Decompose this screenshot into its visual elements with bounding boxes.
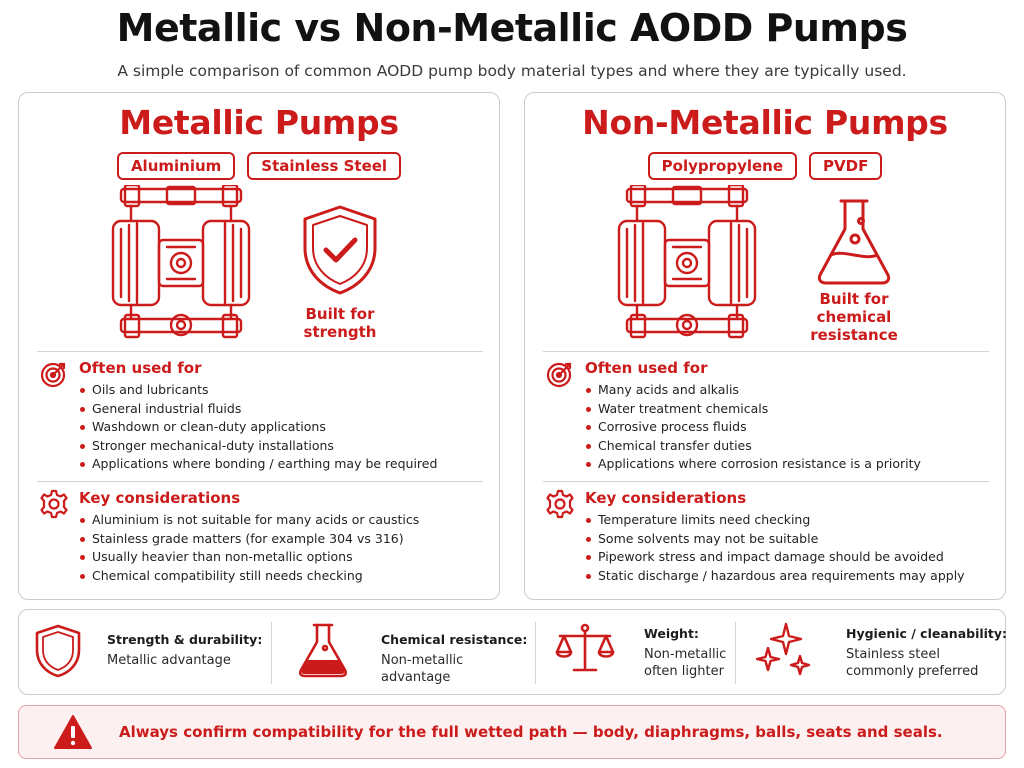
sparkle-icon <box>756 622 811 676</box>
separator <box>735 622 736 684</box>
list-item: General industrial fluids <box>79 400 437 419</box>
summary-hygienic: Hygienic / cleanability: Stainless steel… <box>736 610 1008 696</box>
target-icon <box>40 362 66 388</box>
summary-strip: Strength & durability: Metallic advantag… <box>18 609 1008 696</box>
gear-icon <box>40 489 68 519</box>
list-item: Chemical transfer duties <box>585 437 921 456</box>
list-item: Chemical compatibility still needs check… <box>79 567 419 586</box>
scale-icon <box>555 623 615 672</box>
summary-title: Hygienic / cleanability: <box>846 626 1008 641</box>
nonmetallic-panel: Non-Metallic Pumps Polypropylene PVDF Bu… <box>524 92 1006 600</box>
considerations-title: Key considerations <box>585 489 747 507</box>
used-for-title: Often used for <box>585 359 708 377</box>
metallic-side-caption: Built for strength <box>303 305 377 341</box>
list-item: Water treatment chemicals <box>585 400 921 419</box>
chip-polypropylene: Polypropylene <box>647 152 798 180</box>
metallic-panel: Metallic Pumps Aluminium Stainless Steel… <box>18 92 500 600</box>
nonmetallic-side-caption: Built for chemical resistance <box>810 290 898 344</box>
gear-icon <box>546 489 574 519</box>
considerations-list: Temperature limits need checking Some so… <box>585 511 965 585</box>
list-item: Applications where bonding / earthing ma… <box>79 455 437 474</box>
list-item: Oils and lubricants <box>79 381 437 400</box>
shield-icon <box>35 624 81 678</box>
summary-text: Non-metallic advantage <box>381 653 464 685</box>
nonmetallic-chips: Polypropylene PVDF <box>525 152 1005 180</box>
list-item: Pipework stress and impact damage should… <box>585 548 965 567</box>
summary-text: Non-metallic often lighter <box>644 647 727 679</box>
list-item: Stronger mechanical-duty installations <box>79 437 437 456</box>
beaker-icon <box>298 623 348 678</box>
chip-stainless-steel: Stainless Steel <box>247 152 402 180</box>
summary-text: Metallic advantage <box>107 653 231 668</box>
divider <box>543 481 989 482</box>
list-item: Temperature limits need checking <box>585 511 965 530</box>
list-item: Washdown or clean-duty applications <box>79 418 437 437</box>
warning-icon <box>54 715 92 749</box>
list-item: Usually heavier than non-metallic option… <box>79 548 419 567</box>
list-item: Applications where corrosion resistance … <box>585 455 921 474</box>
compatibility-alert: Always confirm compatibility for the ful… <box>18 705 1006 759</box>
nonmetallic-title: Non-Metallic Pumps <box>582 103 948 142</box>
chip-aluminium: Aluminium <box>116 152 236 180</box>
used-for-list: Oils and lubricants General industrial f… <box>79 381 437 474</box>
used-for-list: Many acids and alkalis Water treatment c… <box>585 381 921 474</box>
summary-title: Chemical resistance: <box>381 632 528 647</box>
list-item: Many acids and alkalis <box>585 381 921 400</box>
list-item: Static discharge / hazardous area requir… <box>585 567 965 586</box>
considerations-title: Key considerations <box>79 489 241 507</box>
summary-title: Strength & durability: <box>107 632 263 647</box>
divider <box>37 351 483 352</box>
metallic-title: Metallic Pumps <box>119 103 399 142</box>
aodd-pump-icon <box>111 185 251 339</box>
page-title: Metallic vs Non-Metallic AODD Pumps <box>116 6 908 50</box>
page-subtitle: A simple comparison of common AODD pump … <box>117 62 907 80</box>
metallic-chips: Aluminium Stainless Steel <box>19 152 499 180</box>
separator <box>535 622 536 684</box>
considerations-list: Aluminium is not suitable for many acids… <box>79 511 419 585</box>
summary-chemical: Chemical resistance: Non-metallic advant… <box>272 610 534 696</box>
list-item: Stainless grade matters (for example 304… <box>79 530 419 549</box>
divider <box>543 351 989 352</box>
separator <box>271 622 272 684</box>
chip-pvdf: PVDF <box>809 152 883 180</box>
list-item: Aluminium is not suitable for many acids… <box>79 511 419 530</box>
summary-text: Stainless steel commonly preferred <box>846 647 979 679</box>
list-item: Some solvents may not be suitable <box>585 530 965 549</box>
aodd-pump-icon <box>617 185 757 339</box>
summary-weight: Weight: Non-metallic often lighter <box>536 610 734 696</box>
summary-title: Weight: <box>644 626 699 641</box>
shield-check-icon <box>303 205 377 295</box>
divider <box>37 481 483 482</box>
target-icon <box>546 362 572 388</box>
used-for-title: Often used for <box>79 359 202 377</box>
list-item: Corrosive process fluids <box>585 418 921 437</box>
alert-text: Always confirm compatibility for the ful… <box>119 723 943 741</box>
flask-icon <box>817 199 891 285</box>
summary-strength: Strength & durability: Metallic advantag… <box>19 610 271 696</box>
